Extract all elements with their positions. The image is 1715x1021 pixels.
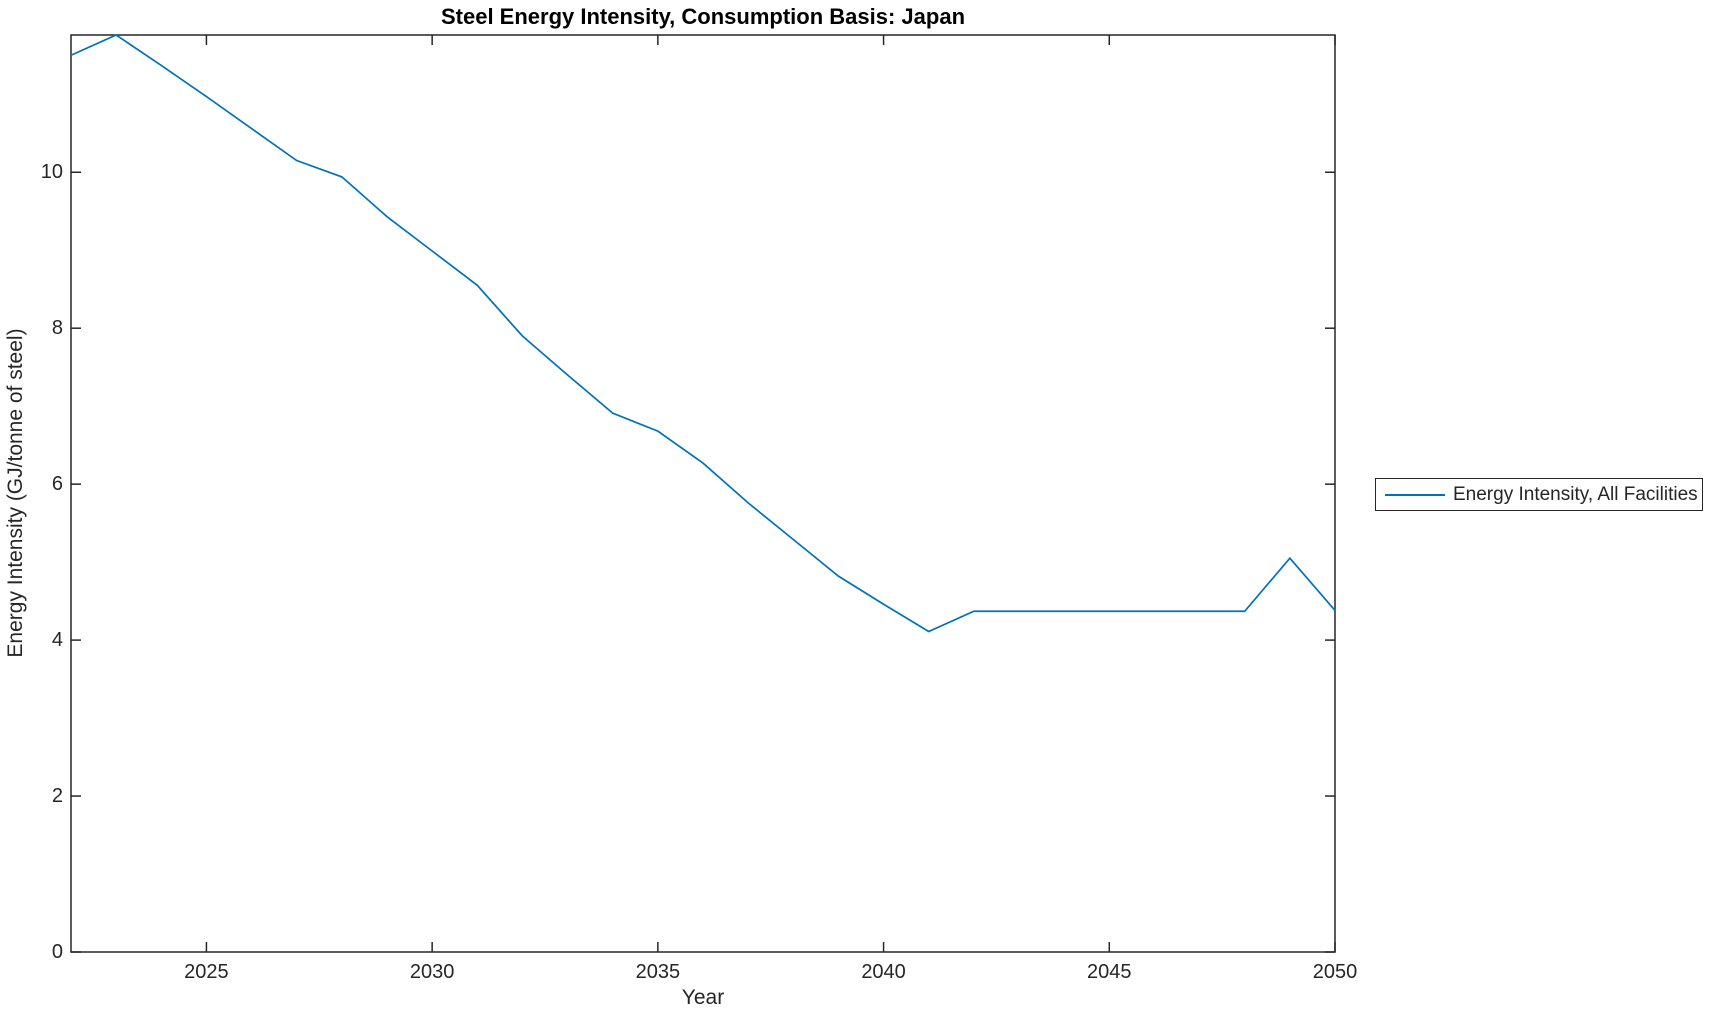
x-tick-label: 2030: [409, 961, 455, 983]
y-tick-label: 10: [40, 161, 63, 184]
x-tick-label: 2045: [1087, 961, 1132, 983]
x-tick-label: 2050: [1312, 961, 1358, 983]
y-tick-label: 2: [51, 785, 63, 808]
x-tick-label: 2035: [635, 961, 681, 983]
legend: Energy Intensity, All Facilities: [1375, 478, 1703, 511]
y-tick-label: 4: [51, 629, 63, 652]
x-tick-label: 2040: [861, 961, 906, 983]
y-tick-label: 0: [51, 941, 63, 963]
legend-label: Energy Intensity, All Facilities: [1453, 483, 1698, 505]
y-axis-label: Energy Intensity (GJ/tonne of steel): [4, 328, 27, 658]
chart-title: Steel Energy Intensity, Consumption Basi…: [440, 4, 966, 29]
x-tick-label: 2025: [184, 961, 229, 983]
y-tick-label: 8: [51, 317, 63, 340]
axes-box: [70, 34, 1336, 953]
y-tick-label: 6: [51, 473, 63, 496]
series-line: [70, 34, 1336, 633]
x-axis-label: Year: [681, 986, 725, 1009]
legend-line-sample: [1385, 493, 1445, 496]
